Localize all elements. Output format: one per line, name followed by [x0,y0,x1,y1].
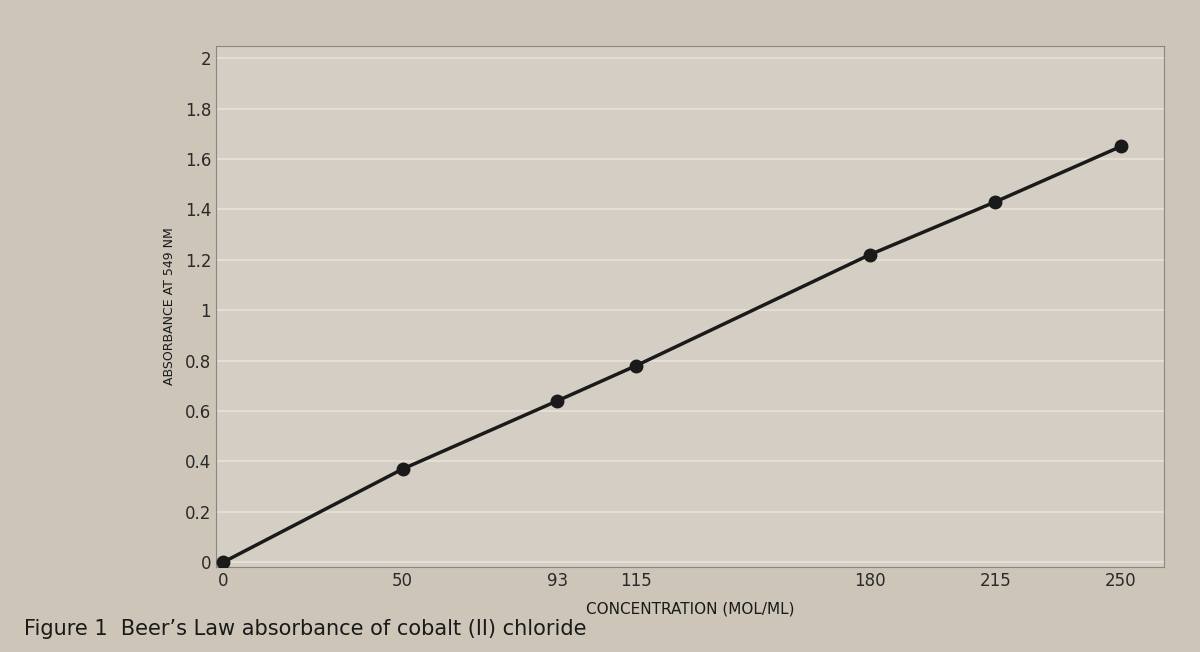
X-axis label: CONCENTRATION (MOL/ML): CONCENTRATION (MOL/ML) [586,601,794,616]
Y-axis label: ABSORBANCE AT 549 NM: ABSORBANCE AT 549 NM [163,228,176,385]
Text: Figure 1  Beer’s Law absorbance of cobalt (II) chloride: Figure 1 Beer’s Law absorbance of cobalt… [24,619,587,639]
